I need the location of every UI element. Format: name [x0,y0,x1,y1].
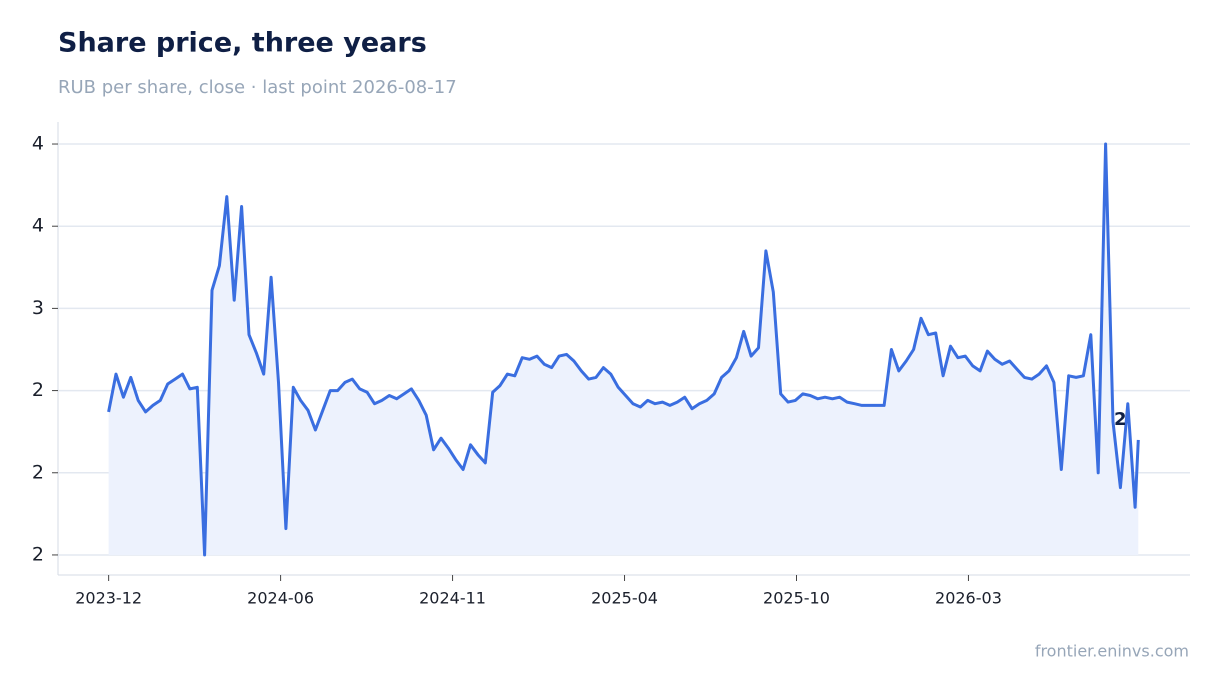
x-tick-label: 2025-10 [763,589,830,608]
y-tick-label: 4 [32,215,44,237]
y-tick-label: 4 [32,133,44,155]
chart-subtitle: RUB per share, close · last point 2026-0… [58,77,457,98]
last-value-label: 2 [1114,409,1127,430]
y-tick-label: 2 [32,461,44,483]
x-tick-label: 2026-03 [935,589,1002,608]
x-tick-label: 2024-11 [419,589,486,608]
chart-title: Share price, three years [58,28,427,59]
source: frontier.eninvs.com [1035,642,1189,661]
y-tick-label: 2 [32,543,44,565]
x-tick-label: 2024-06 [247,589,314,608]
area [108,144,1139,555]
line [107,142,1140,557]
x-tick-label: 2023-12 [75,589,142,608]
x-tick-label: 2025-04 [591,589,658,608]
y-tick-label: 3 [32,297,44,319]
y-tick-label: 2 [32,379,44,401]
